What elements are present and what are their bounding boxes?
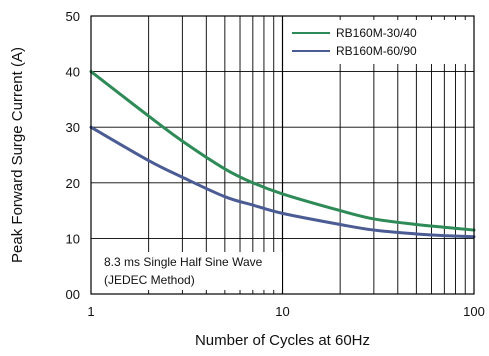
y-tick-label: 20 bbox=[66, 176, 80, 191]
x-tick-label: 10 bbox=[275, 304, 289, 319]
y-tick-label: 00 bbox=[66, 287, 80, 302]
note-box bbox=[100, 252, 282, 290]
x-tick-label: 1 bbox=[87, 304, 94, 319]
y-tick-label: 30 bbox=[66, 120, 80, 135]
y-tick-label: 50 bbox=[66, 9, 80, 24]
tick-labels: 1 10 100 00 10 20 30 40 50 bbox=[66, 9, 485, 319]
note-line-1: 8.3 ms Single Half Sine Wave bbox=[104, 255, 263, 269]
y-tick-label: 40 bbox=[66, 65, 80, 80]
series-lines bbox=[89, 70, 476, 239]
legend: RB160M-30/40 RB160M-60/90 bbox=[287, 20, 471, 64]
x-tick-label: 100 bbox=[463, 304, 485, 319]
legend-label-1: RB160M-30/40 bbox=[336, 26, 417, 40]
y-tick-label: 10 bbox=[66, 231, 80, 246]
series-line-1 bbox=[89, 70, 476, 232]
y-axis-title: Peak Forward Surge Current (A) bbox=[9, 47, 26, 263]
test-condition-note: 8.3 ms Single Half Sine Wave (JEDEC Meth… bbox=[100, 252, 282, 290]
legend-label-2: RB160M-60/90 bbox=[336, 44, 417, 58]
note-line-2: (JEDEC Method) bbox=[104, 273, 195, 287]
plot-frame bbox=[90, 15, 475, 295]
x-axis-title: Number of Cycles at 60Hz bbox=[195, 332, 370, 349]
legend-box bbox=[287, 20, 471, 64]
series-line-2 bbox=[89, 125, 476, 239]
